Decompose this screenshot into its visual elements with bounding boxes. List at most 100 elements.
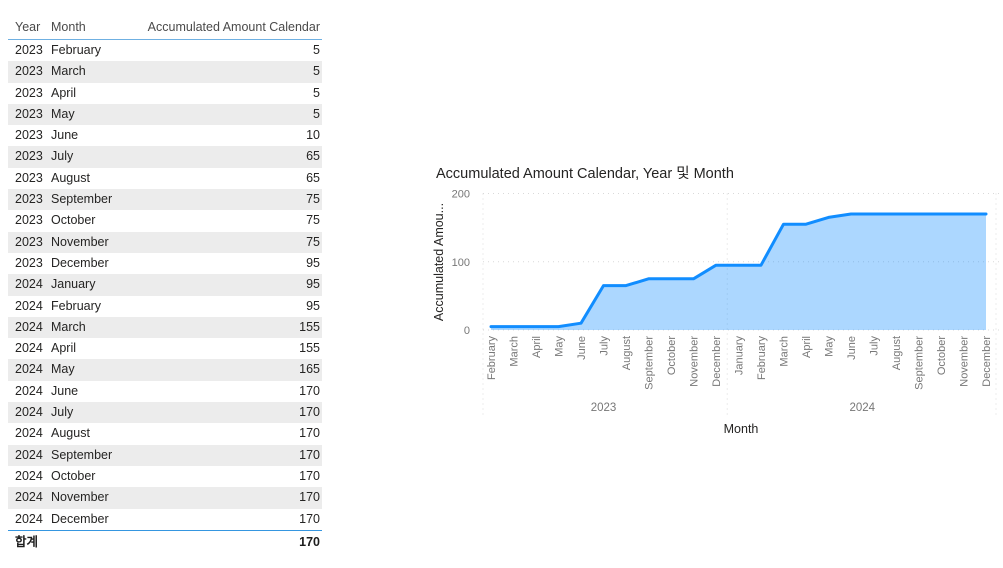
table-row[interactable]: 2024 February 95 [8, 296, 322, 317]
table-row[interactable]: 2024 January 95 [8, 274, 322, 296]
value-cell: 165 [299, 362, 320, 377]
table-row[interactable]: 2023 July 65 [8, 146, 322, 168]
svg-text:June: June [846, 336, 858, 360]
table-row[interactable]: 2023 August 65 [8, 168, 322, 189]
col-header-year[interactable]: Year [15, 20, 41, 34]
value-cell: 155 [299, 341, 320, 356]
year-cell: 2023 [15, 64, 43, 79]
value-cell: 170 [299, 468, 320, 483]
year-cell: 2024 [15, 447, 43, 462]
month-cell: February [51, 43, 102, 57]
year-cell: 2024 [15, 341, 43, 356]
value-cell: 170 [299, 405, 320, 420]
year-cell: 2024 [15, 468, 43, 483]
year-cell: 2024 [15, 362, 43, 377]
year-cell: 2023 [15, 149, 43, 164]
total-spacer [51, 531, 131, 554]
month-cell: May [51, 362, 75, 377]
table-row[interactable]: 2024 June 170 [8, 381, 322, 402]
col-header-amount[interactable]: Accumulated Amount Calendar [147, 20, 320, 34]
table-row[interactable]: 2023 April 5 [8, 83, 322, 104]
value-cell: 5 [313, 85, 320, 100]
value-cell: 95 [306, 277, 320, 292]
svg-text:November: November [689, 336, 701, 387]
area-chart-canvas[interactable]: 0 100 200 Accumulated Amou... February March A… [430, 185, 1003, 465]
table-visual: Year Month Accumulated Amount Calendar 2… [8, 6, 322, 554]
svg-text:October: October [666, 336, 678, 375]
year-cell: 2024 [15, 490, 43, 505]
value-cell: 170 [299, 490, 320, 505]
value-cell: 5 [313, 43, 320, 57]
year-cell: 2023 [15, 85, 43, 100]
x-axis: February March April May June July August Septe… [486, 336, 993, 436]
month-cell: June [51, 128, 79, 143]
year-cell: 2024 [15, 277, 43, 292]
svg-text:October: October [936, 336, 948, 375]
svg-text:100: 100 [452, 257, 470, 269]
value-cell: 10 [306, 128, 320, 143]
value-cell: 5 [313, 64, 320, 79]
table-row[interactable]: 2024 September 170 [8, 444, 322, 466]
value-cell: 170 [299, 447, 320, 462]
table-row[interactable]: 2023 December 95 [8, 253, 322, 274]
table-row[interactable]: 2024 March 155 [8, 316, 322, 339]
chart-title: Accumulated Amount Calendar, Year 및 Mont… [436, 166, 734, 182]
month-cell: November [51, 234, 109, 249]
svg-text:January: January [734, 336, 746, 376]
table-row[interactable]: 2024 July 170 [8, 402, 322, 424]
month-cell: October [51, 213, 96, 228]
y-axis-title: Accumulated Amou... [432, 203, 446, 321]
month-cell: March [51, 319, 86, 334]
table-row[interactable]: 2023 May 5 [8, 103, 322, 126]
table-row[interactable]: 2023 June 10 [8, 125, 322, 146]
year-cell: 2024 [15, 383, 43, 398]
table-row[interactable]: 2023 November 75 [8, 231, 322, 253]
table-row[interactable]: 2024 October 170 [8, 466, 322, 487]
svg-text:September: September [644, 336, 656, 390]
area-series[interactable] [489, 212, 988, 330]
month-cell: August [51, 170, 90, 185]
table-row[interactable]: 2024 December 170 [8, 509, 322, 530]
month-cell: April [51, 341, 77, 356]
svg-text:July: July [599, 336, 611, 356]
value-cell: 65 [306, 149, 320, 164]
area-chart-visual: Accumulated Amount Calendar, Year 및 Mont… [430, 160, 1003, 465]
year-group-label: 2023 [591, 402, 617, 414]
table-row[interactable]: 2023 October 75 [8, 210, 322, 231]
svg-text:June: June [576, 336, 588, 360]
svg-text:0: 0 [464, 325, 470, 337]
svg-text:August: August [891, 336, 903, 370]
month-cell: October [51, 468, 96, 483]
month-cell: August [51, 426, 90, 441]
table-row[interactable]: 2024 August 170 [8, 423, 322, 444]
value-cell: 95 [306, 298, 320, 313]
table-row[interactable]: 2024 May 165 [8, 359, 322, 381]
value-cell: 5 [313, 106, 320, 121]
value-cell: 75 [306, 213, 320, 228]
year-cell: 2023 [15, 234, 43, 249]
table-header: Year Month Accumulated Amount Calendar [8, 6, 322, 40]
svg-text:May: May [824, 336, 836, 357]
year-cell: 2024 [15, 511, 43, 526]
value-cell: 75 [306, 192, 320, 207]
month-cell: January [51, 277, 96, 292]
month-cell: September [51, 447, 113, 462]
year-cell: 2024 [15, 426, 43, 441]
month-cell: July [51, 405, 74, 420]
month-cell: December [51, 511, 109, 526]
table-row[interactable]: 2024 November 170 [8, 487, 322, 509]
value-cell: 65 [306, 170, 320, 185]
svg-text:May: May [554, 336, 566, 357]
svg-text:March: March [509, 336, 521, 367]
table-row[interactable]: 2023 February 5 [8, 40, 322, 61]
svg-text:December: December [981, 336, 993, 387]
table-row[interactable]: 2023 September 75 [8, 189, 322, 211]
month-cell: April [51, 85, 77, 100]
year-cell: 2024 [15, 298, 43, 313]
table-row[interactable]: 2023 March 5 [8, 61, 322, 83]
svg-text:September: September [914, 336, 926, 390]
col-header-month[interactable]: Month [51, 20, 86, 34]
table-row[interactable]: 2024 April 155 [8, 338, 322, 359]
month-cell: September [51, 192, 113, 207]
month-cell: December [51, 255, 109, 270]
